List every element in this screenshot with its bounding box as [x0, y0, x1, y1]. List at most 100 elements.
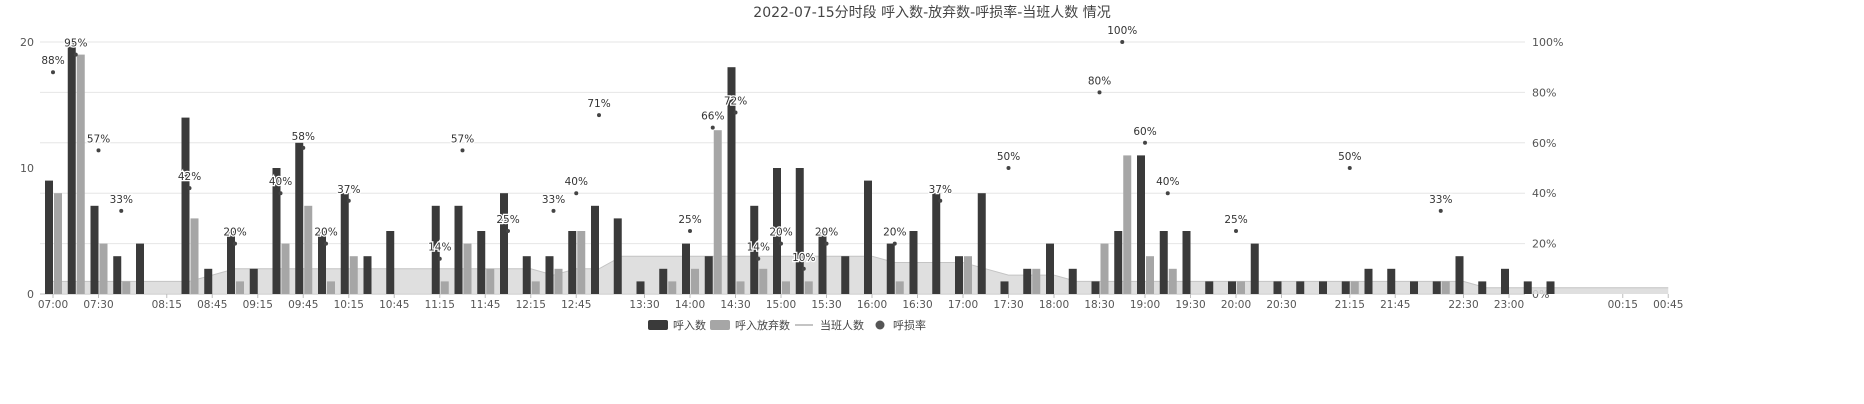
bar-abandoned	[1441, 281, 1450, 294]
loss-rate-label: 10%	[792, 252, 815, 264]
x-tick-label: 21:15	[1335, 299, 1365, 311]
loss-rate-point	[73, 52, 78, 57]
loss-rate-points: 88%95% 57% 33% 42% 20% 40% 58% 20% 37% 14% 57% 25% 3…	[40, 24, 1454, 271]
bar-calls	[318, 231, 326, 294]
loss-rate-label: 33%	[1429, 194, 1452, 206]
loss-rate-point	[710, 125, 715, 130]
legend: 呼入数 呼入放弃数 当班人数 呼损率	[648, 318, 926, 332]
bar-abandoned	[236, 281, 244, 294]
x-tick-label: 18:00	[1039, 299, 1069, 311]
right-axis: 0%20%40%60%80%100%	[1532, 36, 1563, 301]
loss-rate-label: 20%	[815, 227, 838, 239]
loss-rate-label: 95%	[64, 38, 87, 50]
loss-rate-label: 66%	[701, 111, 724, 123]
bar-abandoned	[1146, 256, 1154, 294]
bar-calls	[45, 180, 53, 294]
loss-rate-point	[51, 70, 55, 75]
bar-calls	[750, 205, 759, 294]
bar-calls	[1341, 281, 1350, 294]
bar-calls	[136, 243, 144, 294]
bar-calls	[1319, 281, 1327, 294]
bar-calls	[636, 281, 645, 294]
bar-abandoned	[463, 243, 472, 294]
bar-calls	[818, 231, 827, 294]
bar-abandoned	[486, 268, 495, 294]
loss-rate-label: 57%	[451, 133, 474, 145]
x-tick-label: 00:45	[1653, 299, 1683, 311]
loss-rate-point	[1097, 90, 1102, 95]
loss-rate-label: 88%	[41, 55, 64, 67]
legend-swatch	[875, 320, 885, 330]
legend-item[interactable]: 呼入放弃数	[710, 318, 790, 332]
bar-calls	[1228, 281, 1236, 294]
loss-rate-label: 57%	[87, 133, 110, 145]
bar-calls	[795, 168, 804, 294]
bar-calls	[181, 117, 190, 294]
legend-item[interactable]: 呼入数	[648, 319, 706, 332]
loss-rate-label: 37%	[337, 184, 360, 196]
bar-calls	[1091, 281, 1100, 294]
x-tick-label: 12:45	[561, 299, 591, 311]
loss-rate-label: 50%	[1338, 151, 1361, 163]
loss-rate-point	[892, 241, 897, 246]
loss-rate-point	[688, 229, 692, 233]
x-tick-label: 17:00	[948, 299, 978, 311]
loss-rate-label: 40%	[269, 176, 292, 188]
bar-calls	[1000, 281, 1009, 294]
bar-calls	[568, 231, 577, 294]
left-tick-label: 10	[20, 162, 34, 175]
bar-calls	[500, 193, 508, 294]
loss-rate-point	[1165, 191, 1170, 196]
bar-calls	[1501, 268, 1509, 294]
bar-calls	[249, 268, 258, 294]
right-tick-label: 40%	[1532, 187, 1556, 200]
bar-calls	[522, 256, 531, 294]
x-tick-label: 22:30	[1448, 299, 1478, 311]
x-tick-label: 09:45	[288, 299, 318, 311]
left-tick-label: 20	[20, 36, 34, 49]
bar-calls	[1455, 256, 1464, 294]
legend-label: 呼入放弃数	[735, 318, 790, 332]
x-tick-label: 23:00	[1494, 299, 1524, 311]
bar-calls	[841, 256, 850, 294]
bar-calls	[1273, 281, 1282, 294]
bar-abandoned	[76, 54, 85, 294]
bar-abandoned	[327, 281, 335, 294]
bar-calls	[386, 231, 395, 294]
bar-calls	[1432, 281, 1441, 294]
bar-calls	[1546, 281, 1555, 294]
x-tick-label: 16:00	[857, 299, 887, 311]
bar-abandoned	[99, 243, 108, 294]
loss-rate-point	[597, 113, 601, 118]
loss-rate-label: 40%	[565, 176, 588, 188]
x-tick-label: 09:15	[243, 299, 273, 311]
loss-rate-label: 80%	[1088, 75, 1111, 87]
loss-rate-point	[824, 241, 829, 246]
bar-abandoned	[1123, 155, 1132, 294]
bar-calls	[295, 142, 304, 294]
x-tick-label: 13:30	[629, 299, 659, 311]
bar-calls	[1364, 268, 1373, 294]
x-tick-label: 17:30	[993, 299, 1023, 311]
legend-item[interactable]: 当班人数	[795, 318, 864, 332]
bar-calls	[886, 243, 895, 294]
bar-abandoned	[713, 130, 722, 294]
legend-swatch	[648, 320, 668, 330]
x-tick-label: 15:30	[811, 299, 841, 311]
bar-abandoned	[964, 256, 972, 294]
bar-calls	[1159, 231, 1168, 294]
loss-rate-point	[233, 241, 237, 246]
loss-rate-point	[1143, 140, 1147, 145]
loss-rate-point	[346, 198, 351, 203]
legend-item[interactable]: 呼损率	[875, 318, 927, 332]
x-tick-label: 20:30	[1266, 299, 1296, 311]
bar-calls	[1205, 281, 1214, 294]
loss-rate-point	[756, 256, 761, 261]
bar-abandoned	[531, 281, 540, 294]
bar-calls	[454, 205, 463, 294]
bar-calls	[682, 243, 690, 294]
x-axis: 07:00 07:30 08:15 08:45 09:15 09:45 10:15 10:45…	[38, 294, 1683, 311]
x-tick-label: 14:30	[720, 299, 750, 311]
bar-abandoned	[1350, 281, 1359, 294]
bar-calls	[1523, 281, 1532, 294]
